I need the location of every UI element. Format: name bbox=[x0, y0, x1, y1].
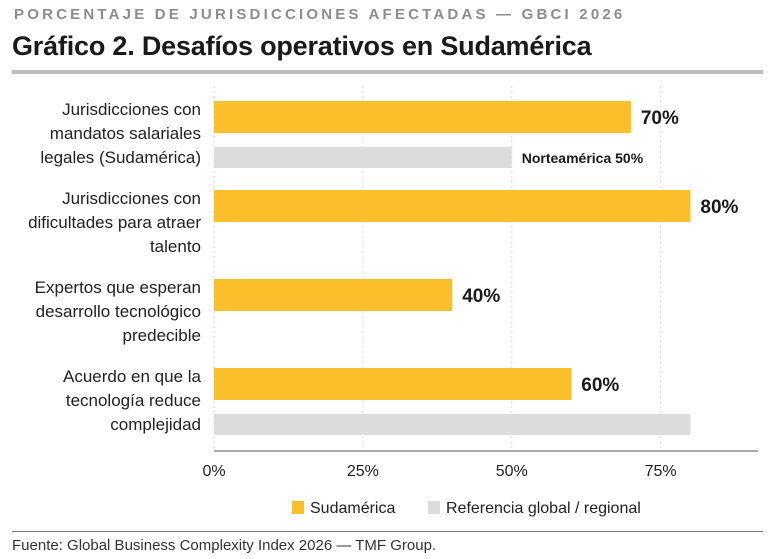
category-label: desarrollo tecnológico bbox=[36, 302, 201, 321]
legend-label-reference: Referencia global / regional bbox=[446, 500, 641, 517]
category-label: Jurisdicciones con bbox=[62, 189, 201, 208]
category-label: tecnología reduce bbox=[66, 391, 201, 410]
source-note: Fuente: Global Business Complexity Index… bbox=[12, 537, 437, 554]
category-label: mandatos salariales bbox=[50, 124, 201, 143]
bar-value-label: 80% bbox=[700, 197, 738, 218]
chart-title: Gráfico 2. Desafíos operativos en Sudamé… bbox=[12, 31, 592, 61]
title-divider bbox=[12, 70, 763, 74]
legend-swatch-sudamerica bbox=[292, 501, 304, 514]
bar-sudamerica bbox=[214, 279, 453, 311]
bar-sudamerica bbox=[214, 190, 691, 222]
bar-value-label: 40% bbox=[462, 286, 500, 307]
legend-label-sudamerica: Sudamérica bbox=[310, 500, 395, 517]
category-label: predecible bbox=[123, 326, 201, 345]
x-tick-label: 25% bbox=[347, 463, 379, 480]
category-label: complejidad bbox=[110, 415, 201, 434]
source-divider bbox=[12, 531, 763, 532]
category-label: dificultades para atraer bbox=[28, 213, 201, 232]
reference-value-label: Norteamérica 50% bbox=[522, 150, 644, 166]
chart-kicker: PORCENTAJE DE JURISDICCIONES AFECTADAS —… bbox=[14, 6, 626, 23]
x-tick-label: 75% bbox=[645, 463, 677, 480]
category-label: talento bbox=[150, 237, 201, 256]
x-tick-label: 0% bbox=[202, 463, 225, 480]
bar-value-label: 70% bbox=[641, 108, 679, 129]
bar-reference bbox=[214, 147, 512, 168]
bar-sudamerica bbox=[214, 101, 631, 133]
bar-value-label: 60% bbox=[581, 375, 619, 396]
category-label: Jurisdicciones con bbox=[62, 100, 201, 119]
x-tick-label: 50% bbox=[496, 463, 528, 480]
bar-chart: 0% 25% 50% 75% Jurisdicciones con mandatos sa… bbox=[28, 86, 758, 517]
bar-reference bbox=[214, 414, 691, 435]
category-label: Expertos que esperan bbox=[35, 278, 201, 297]
category-label: Acuerdo en que la bbox=[63, 367, 202, 386]
category-label: legales (Sudamérica) bbox=[40, 148, 201, 167]
bar-sudamerica bbox=[214, 368, 572, 400]
legend-swatch-reference bbox=[428, 501, 440, 514]
